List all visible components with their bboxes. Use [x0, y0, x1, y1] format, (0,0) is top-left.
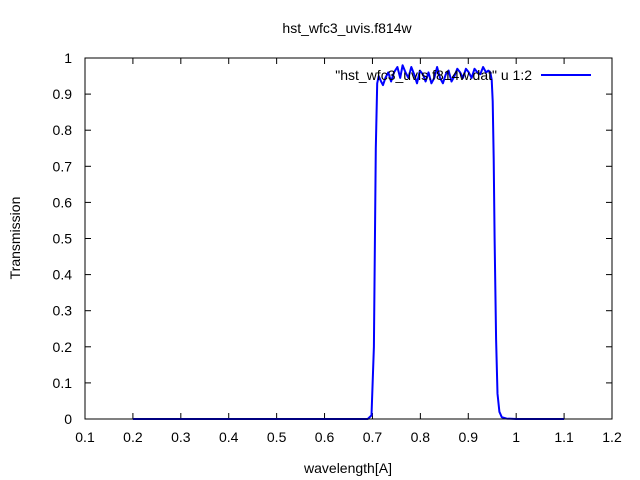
- y-tick-label-2: 0.2: [53, 339, 73, 355]
- x-tick-label-3: 0.4: [219, 429, 239, 445]
- y-tick-label-5: 0.5: [53, 231, 73, 247]
- y-tick-label-7: 0.7: [53, 158, 73, 174]
- y-tick-label-10: 1: [64, 50, 72, 66]
- y-tick-label-0: 0: [64, 411, 72, 427]
- x-axis-label: wavelength[A]: [303, 460, 392, 476]
- chart-title: hst_wfc3_uvis.f814w: [282, 20, 412, 36]
- x-tick-label-5: 0.6: [315, 429, 335, 445]
- x-tick-label-11: 1.2: [602, 429, 622, 445]
- y-tick-label-9: 0.9: [53, 86, 73, 102]
- x-tick-label-2: 0.3: [171, 429, 191, 445]
- y-axis-label: Transmission: [7, 197, 23, 280]
- y-tick-label-6: 0.6: [53, 194, 73, 210]
- x-tick-label-4: 0.5: [267, 429, 287, 445]
- x-tick-label-7: 0.8: [411, 429, 431, 445]
- series-layer: [132, 64, 565, 420]
- y-tick-label-4: 0.4: [53, 267, 73, 283]
- x-tick-label-1: 0.2: [123, 429, 143, 445]
- plot-frame: [84, 57, 613, 420]
- axis-ticks: 0.1 0.2 0.3 0.4 0.5 0.6 0.7 0.8 0.9 1 1.1 1.200.10.…: [53, 50, 622, 445]
- x-tick-label-8: 0.9: [459, 429, 479, 445]
- y-tick-label-3: 0.3: [53, 303, 73, 319]
- x-tick-label-9: 1: [512, 429, 520, 445]
- x-tick-label-6: 0.7: [363, 429, 383, 445]
- y-tick-label-1: 0.1: [53, 375, 73, 391]
- legend-entry-label: "hst_wfc3_uvis.f814w.dat" u 1:2: [335, 67, 532, 83]
- y-tick-label-8: 0.8: [53, 122, 73, 138]
- x-tick-label-0: 0.1: [75, 429, 95, 445]
- x-tick-label-10: 1.1: [554, 429, 574, 445]
- series-line-0: [132, 64, 565, 420]
- legend: "hst_wfc3_uvis.f814w.dat" u 1:2: [335, 67, 591, 83]
